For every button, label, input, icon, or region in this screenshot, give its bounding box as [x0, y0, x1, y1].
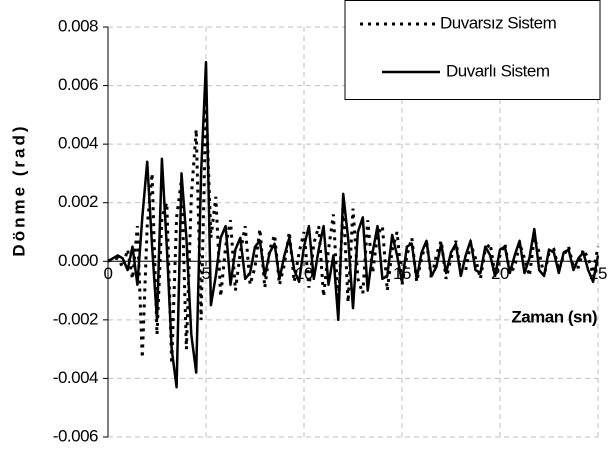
x-tick-label: 20: [491, 264, 509, 283]
y-tick-label: 0.006: [58, 75, 98, 94]
series-line: [107, 60, 600, 389]
y-tick-label: 0.000: [58, 251, 98, 270]
series-line: [107, 100, 600, 364]
legend-label: Duvarsız Sistem: [440, 13, 557, 32]
x-tick-label: 5: [202, 264, 211, 283]
x-axis-label: Zaman (sn): [511, 307, 597, 326]
y-tick-label: 0.008: [58, 16, 98, 35]
x-tick-label: 25: [589, 264, 607, 283]
y-axis-label: Dönme (rad): [9, 123, 28, 256]
legend-box: [344, 0, 601, 100]
axes: -0.006 -0.004 -0.002 0.000 0.002 0.004 0.006 0.…: [53, 16, 608, 445]
x-tick-label: 10: [295, 264, 313, 283]
y-tick-label: -0.006: [53, 426, 98, 445]
legend-label: Duvarlı Sistem: [446, 61, 550, 80]
legend: Duvarsız Sistem Duvarlı Sistem: [360, 13, 557, 80]
y-tick-label: 0.002: [58, 192, 98, 211]
y-tick-label: 0.004: [58, 134, 98, 153]
y-tick-label: -0.004: [53, 368, 98, 387]
x-tick-label: 15: [393, 264, 411, 283]
plot-lines: [107, 60, 600, 389]
y-tick-label: -0.002: [53, 309, 98, 328]
